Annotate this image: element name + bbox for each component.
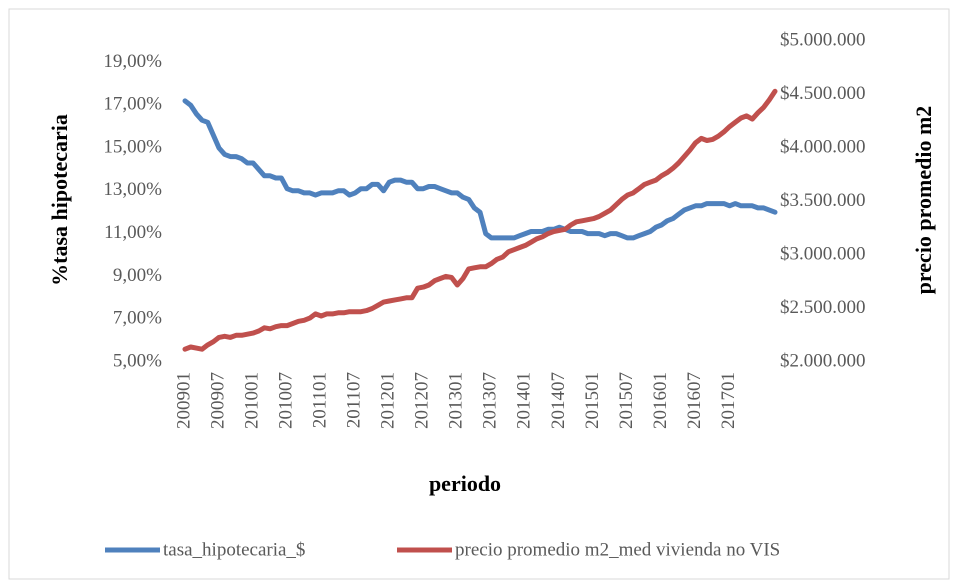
x-tick-label: 201701 bbox=[718, 372, 739, 429]
y-tick-label: 15,00% bbox=[103, 136, 162, 157]
x-tick-label: 201501 bbox=[582, 372, 603, 429]
y-tick-label: 19,00% bbox=[103, 51, 162, 72]
x-tick-label: 201201 bbox=[378, 372, 399, 429]
y-tick-label: 17,00% bbox=[103, 94, 162, 115]
x-tick-label: 201601 bbox=[650, 372, 671, 429]
y2-tick-label: $3.000.000 bbox=[780, 243, 866, 264]
x-tick-label: 201001 bbox=[241, 372, 262, 429]
legend-label: tasa_hipotecaria_$ bbox=[163, 539, 305, 560]
x-tick-label: 200901 bbox=[173, 372, 194, 429]
x-tick-label: 201101 bbox=[310, 372, 331, 428]
y2-tick-label: $2.000.000 bbox=[780, 350, 866, 371]
legend-label: precio promedio m2_med vivienda no VIS bbox=[455, 539, 780, 560]
x-tick-label: 201507 bbox=[616, 372, 637, 429]
y-tick-label: 7,00% bbox=[113, 308, 162, 329]
x-tick-label: 201007 bbox=[275, 372, 296, 429]
y-tick-label: 5,00% bbox=[113, 350, 162, 371]
x-tick-label: 200907 bbox=[207, 372, 228, 429]
x-tick-label: 201301 bbox=[446, 372, 467, 429]
x-tick-label: 201207 bbox=[412, 372, 433, 429]
y2-tick-label: $5.000.000 bbox=[780, 29, 866, 50]
y2-tick-label: $4.000.000 bbox=[780, 136, 866, 157]
chart-border bbox=[8, 8, 950, 580]
x-tick-label: 201307 bbox=[480, 372, 501, 429]
y-tick-label: 11,00% bbox=[104, 222, 162, 243]
x-axis-title: periodo bbox=[429, 471, 501, 496]
y2-tick-label: $3.500.000 bbox=[780, 190, 866, 211]
y-axis-title: %tasa hipotecaria bbox=[47, 114, 72, 286]
y-tick-label: 13,00% bbox=[103, 179, 162, 200]
x-tick-label: 201607 bbox=[684, 372, 705, 429]
data-line bbox=[182, 88, 778, 352]
x-tick-label: 201401 bbox=[514, 372, 535, 429]
x-tick-label: 201107 bbox=[344, 372, 365, 428]
y-tick-label: 9,00% bbox=[113, 265, 162, 286]
x-tick-label: 201407 bbox=[548, 372, 569, 429]
y2-tick-label: $2.500.000 bbox=[780, 297, 866, 318]
data-line bbox=[182, 98, 778, 241]
y2-tick-label: $4.500.000 bbox=[780, 83, 866, 104]
y2-axis-title: precio promedio m2 bbox=[911, 106, 936, 295]
